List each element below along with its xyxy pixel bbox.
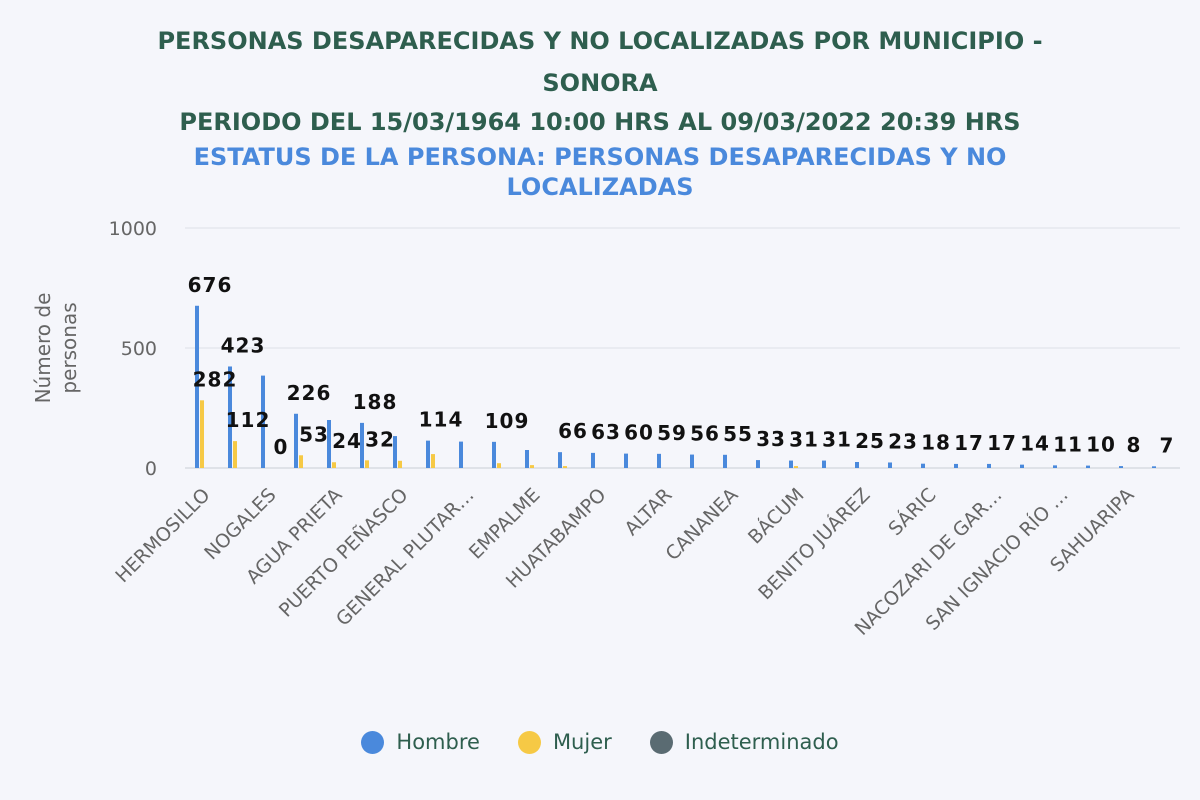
legend-marker-mujer	[517, 730, 541, 754]
bar-hombre	[558, 452, 562, 468]
x-tick-label: BÁCUM	[743, 483, 808, 548]
data-label: 676	[188, 273, 233, 297]
bar-hombre	[426, 440, 430, 468]
bar-hombre	[921, 463, 925, 468]
bar-hombre	[624, 453, 628, 468]
data-label: 114	[419, 408, 464, 432]
y-tick-label: 500	[121, 338, 157, 360]
x-tick-label: ALTAR	[620, 484, 676, 540]
data-label: 226	[287, 381, 332, 405]
bar-hombre	[360, 422, 364, 468]
chart-legend: Hombre Mujer Indeterminado	[0, 730, 1200, 754]
bar-mujer	[365, 460, 369, 468]
bar-hombre	[987, 463, 991, 468]
y-tick-label: 0	[145, 458, 157, 480]
bar-mujer	[497, 463, 501, 468]
bar-hombre	[822, 460, 826, 468]
bar-hombre	[888, 462, 892, 468]
data-label: 63	[591, 420, 621, 444]
legend-item-mujer[interactable]: Mujer	[517, 730, 612, 754]
bar-hombre	[591, 452, 595, 468]
x-tick-label: PUERTO PEÑASCO	[274, 483, 412, 621]
bar-hombre	[657, 453, 661, 468]
data-label: 56	[690, 422, 720, 446]
chart-subtitle: PERIODO DEL 15/03/1964 10:00 HRS AL 09/0…	[179, 108, 1021, 136]
data-label: 282	[193, 367, 238, 391]
bar-hombre	[492, 441, 496, 468]
data-label: 24	[332, 429, 362, 453]
bar-hombre	[1086, 465, 1090, 468]
data-label: 0	[274, 435, 289, 459]
data-label: 53	[299, 422, 329, 446]
data-label: 60	[624, 421, 654, 445]
bar-hombre	[1053, 465, 1057, 468]
bar-hombre	[228, 366, 232, 468]
bar-hombre	[1020, 464, 1024, 468]
data-label: 18	[921, 431, 951, 455]
chart-title: PERSONAS DESAPARECIDAS Y NO LOCALIZADAS …	[157, 27, 1043, 97]
data-label: 14	[1020, 432, 1050, 456]
data-label: 31	[789, 428, 819, 452]
bar-hombre	[756, 460, 760, 468]
data-label: 109	[485, 409, 530, 433]
bar-hombre	[954, 463, 958, 468]
data-label: 25	[855, 429, 885, 453]
bar-hombre	[1152, 466, 1156, 468]
bar-hombre	[195, 305, 199, 468]
bar-mujer	[563, 466, 567, 468]
data-label: 17	[954, 431, 984, 455]
bar-hombre	[393, 436, 397, 468]
data-label: 55	[723, 422, 753, 446]
y-axis-label: Número de personas	[31, 293, 81, 404]
data-label: 23	[888, 429, 918, 453]
bar-hombre	[723, 454, 727, 468]
x-tick-label: HERMOSILLO	[111, 484, 214, 587]
bar-mujer	[794, 466, 798, 468]
data-label: 7	[1160, 433, 1175, 457]
bar-hombre	[789, 460, 793, 468]
bar-hombre	[690, 454, 694, 468]
data-label: 17	[987, 431, 1017, 455]
legend-item-hombre[interactable]: Hombre	[361, 730, 480, 754]
data-label: 32	[365, 427, 395, 451]
data-label: 31	[822, 428, 852, 452]
legend-marker-indeterminado	[649, 730, 673, 754]
legend-label-indeterminado: Indeterminado	[684, 730, 839, 754]
bar-mujer	[530, 465, 534, 468]
data-label: 188	[353, 390, 398, 414]
bar-mujer	[332, 462, 336, 468]
y-tick-label: 1000	[109, 218, 157, 240]
bar-mujer	[431, 454, 435, 468]
bar-mujer	[299, 455, 303, 468]
data-label: 8	[1127, 433, 1142, 457]
bar-hombre	[525, 450, 529, 468]
bar-mujer	[200, 400, 204, 468]
data-label: 423	[221, 333, 266, 357]
bar-hombre	[327, 420, 331, 468]
bar-mujer	[233, 441, 237, 468]
x-tick-label: SÁRIC	[884, 483, 941, 540]
data-label: 33	[756, 427, 786, 451]
x-tick-label: BENITO JUÁREZ	[753, 483, 874, 604]
legend-label-hombre: Hombre	[396, 730, 480, 754]
data-label: 66	[558, 419, 588, 443]
bar-hombre	[459, 441, 463, 468]
chart-status-subtitle: ESTATUS DE LA PERSONA: PERSONAS DESAPARE…	[193, 143, 1007, 201]
data-label: 59	[657, 421, 687, 445]
bar-hombre	[1119, 466, 1123, 468]
bar-mujer	[398, 460, 402, 468]
bar-hombre	[261, 375, 265, 468]
x-tick-label: CANANEA	[661, 484, 742, 565]
data-label: 10	[1086, 433, 1116, 457]
legend-label-mujer: Mujer	[552, 730, 612, 754]
legend-marker-hombre	[361, 730, 385, 754]
bar-hombre	[294, 413, 298, 468]
bar-hombre	[855, 462, 859, 468]
legend-item-indeterminado[interactable]: Indeterminado	[649, 730, 839, 754]
data-label: 11	[1053, 432, 1083, 456]
data-label: 112	[226, 408, 271, 432]
